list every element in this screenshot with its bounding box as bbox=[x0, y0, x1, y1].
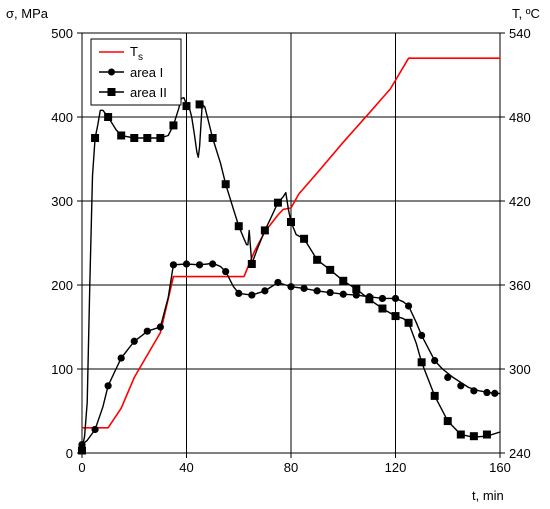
series-area2-point bbox=[143, 134, 152, 142]
series-area2-point bbox=[456, 430, 465, 439]
series-area1-point bbox=[378, 294, 387, 303]
legend: Ts area I area II bbox=[90, 38, 182, 106]
series-area2-point bbox=[378, 304, 387, 313]
series-area2-point bbox=[365, 295, 374, 304]
series-area2-point bbox=[91, 134, 100, 142]
series-area2-point bbox=[182, 102, 191, 111]
series-area2-point bbox=[273, 198, 282, 207]
x-tick-label: 120 bbox=[385, 460, 407, 475]
legend-area2-marker bbox=[107, 88, 116, 96]
x-tick-label: 40 bbox=[179, 460, 193, 475]
series-area1-point bbox=[287, 283, 295, 291]
series-area2-point bbox=[221, 180, 230, 189]
y-right-tick-label: 360 bbox=[509, 278, 531, 293]
series-area1-point bbox=[300, 284, 308, 292]
series-area2-point bbox=[234, 222, 243, 231]
series-area1-point bbox=[444, 373, 452, 381]
series-area1-point bbox=[169, 261, 178, 269]
series-area2-point bbox=[78, 446, 86, 455]
series-area2-point bbox=[156, 134, 165, 142]
y-left-tick-label: 0 bbox=[66, 446, 73, 461]
y-left-tick-label: 300 bbox=[51, 194, 73, 209]
legend-ts-label: Ts bbox=[130, 44, 143, 63]
axis-ticks: 0 40 80 120 160 0 100 200 300 400 500 240 300 360 420 4… bbox=[51, 26, 530, 475]
legend-area1-label: area I bbox=[130, 65, 163, 80]
series-area1-point bbox=[130, 337, 138, 345]
y-axis-left-title: σ, MPa bbox=[6, 6, 49, 21]
series-area2-point bbox=[482, 430, 491, 439]
series-area1-point bbox=[195, 261, 204, 269]
series-area1-point bbox=[143, 327, 151, 335]
series-area1-point bbox=[222, 267, 230, 276]
series-area1-point bbox=[352, 291, 360, 299]
series-area2-point bbox=[195, 100, 204, 109]
y-left-tick-label: 400 bbox=[51, 110, 73, 125]
series-area2-point bbox=[469, 432, 478, 441]
series-area2-point bbox=[391, 312, 400, 321]
x-tick-label: 80 bbox=[284, 460, 298, 475]
series-area1-point bbox=[391, 294, 400, 303]
series-area2-point bbox=[326, 265, 335, 274]
series-area2-point bbox=[339, 276, 348, 285]
y-right-tick-label: 540 bbox=[509, 26, 531, 41]
y-left-tick-label: 200 bbox=[51, 278, 73, 293]
series-area1-point bbox=[470, 387, 478, 395]
series-area1-point bbox=[91, 425, 99, 434]
x-axis-title: t, min bbox=[472, 488, 504, 503]
x-tick-label: 160 bbox=[489, 460, 511, 475]
series-layer bbox=[78, 57, 501, 455]
series-area1-point bbox=[248, 291, 256, 299]
series-area1-point bbox=[326, 288, 334, 297]
y-right-tick-label: 240 bbox=[509, 446, 531, 461]
series-area2-point bbox=[430, 391, 439, 400]
series-area1-point bbox=[235, 289, 243, 297]
legend-area2-label: area II bbox=[130, 85, 167, 100]
series-area1-point bbox=[182, 260, 191, 268]
series-area2-point bbox=[352, 285, 361, 294]
series-area2-point bbox=[404, 318, 413, 327]
series-area1-point bbox=[339, 290, 347, 298]
series-area2-point bbox=[130, 134, 139, 142]
series-area1-point bbox=[404, 302, 413, 310]
series-area1-point bbox=[117, 354, 125, 362]
series-area2-point bbox=[260, 226, 269, 235]
y-left-tick-label: 100 bbox=[51, 362, 73, 377]
legend-area1-marker bbox=[108, 68, 115, 76]
y-left-tick-label: 500 bbox=[51, 26, 73, 41]
y-right-tick-label: 480 bbox=[509, 110, 531, 125]
y-right-tick-label: 300 bbox=[509, 362, 531, 377]
series-area1-point bbox=[261, 287, 269, 295]
legend-ts-main: T bbox=[130, 44, 138, 59]
series-area2-point bbox=[313, 255, 322, 264]
series-area2-point bbox=[247, 260, 256, 268]
series-area1-point bbox=[431, 357, 439, 365]
series-area1-point bbox=[104, 382, 112, 390]
series-area2-point bbox=[300, 234, 309, 243]
legend-ts-subscript: s bbox=[138, 52, 143, 63]
y-right-tick-label: 420 bbox=[509, 194, 531, 209]
series-area1-point bbox=[209, 260, 217, 268]
series-area2-point bbox=[208, 134, 217, 142]
series-area1-point bbox=[457, 382, 465, 390]
series-area1-point bbox=[491, 389, 499, 397]
series-area1-point bbox=[156, 323, 164, 331]
series-area2-point bbox=[169, 121, 178, 130]
x-tick-label: 0 bbox=[78, 460, 85, 475]
series-area2-point bbox=[104, 113, 113, 121]
series-area1-point bbox=[274, 278, 282, 287]
series-area1-point bbox=[483, 388, 491, 397]
series-area2-point bbox=[287, 218, 295, 226]
series-area1-point bbox=[313, 287, 321, 295]
series-area2-point bbox=[443, 417, 452, 426]
y-axis-right-title: T, ºC bbox=[512, 6, 540, 21]
series-area2-point bbox=[417, 358, 426, 367]
series-area1-point bbox=[418, 331, 426, 339]
series-area2-point bbox=[117, 131, 126, 140]
